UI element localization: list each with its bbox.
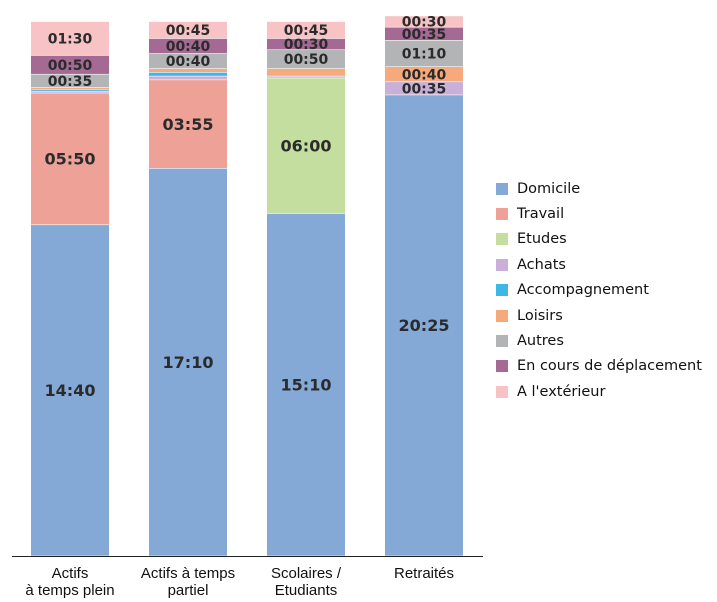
bar-achats-1: [31, 91, 109, 93]
legend-item-en-cours-de-deplacement: En cours de déplacement: [496, 354, 702, 379]
legend-swatch: [496, 182, 508, 195]
data-label-domicile-4: 20:25: [399, 316, 450, 335]
legend-label: Accompagnement: [517, 282, 649, 299]
legend-label: Loisirs: [517, 307, 563, 324]
bar-autres-3: [267, 50, 345, 69]
legend-label: Travail: [517, 206, 565, 223]
category-label-4: Retraités: [394, 565, 454, 582]
legend-label: En cours de déplacement: [517, 358, 702, 375]
data-label-en-cours-de-deplacement-4: 00:35: [402, 27, 447, 43]
bar-a-l-exterieur-2: [149, 21, 227, 39]
legend-swatch: [496, 309, 508, 322]
bar-loisirs-1: [31, 87, 109, 89]
legend-item-loisirs: Loisirs: [496, 303, 702, 328]
category-label-3: Scolaires / Etudiants: [271, 565, 342, 599]
bar-loisirs-4: [385, 66, 463, 82]
bar-autres-4: [385, 40, 463, 67]
bar-domicile-1: [31, 225, 109, 556]
category-label-2: Actifs à temps partiel: [141, 565, 235, 599]
data-label-autres-4: 01:10: [402, 47, 447, 63]
bar-domicile-2: [149, 168, 227, 556]
data-label-autres-3: 00:50: [284, 52, 329, 68]
bar-loisirs-3: [267, 68, 345, 76]
data-label-a-l-exterieur-3: 00:45: [284, 23, 329, 39]
data-label-autres-1: 00:35: [48, 74, 93, 90]
legend-swatch: [496, 385, 508, 398]
bar-domicile-3: [267, 213, 345, 556]
category-label-line: Scolaires /: [271, 565, 342, 582]
data-label-travail-1: 05:50: [45, 150, 96, 169]
legend-swatch: [496, 360, 508, 373]
bar-a-l-exterieur-4: [385, 16, 463, 27]
category-label-line: partiel: [168, 582, 209, 599]
bar-a-l-exterieur-1: [31, 21, 109, 56]
bar-en-cours-de-deplacement-3: [267, 38, 345, 50]
data-label-achats-4: 00:35: [402, 81, 447, 97]
bar-travail-2: [149, 80, 227, 169]
bar-accompagnement-2: [149, 72, 227, 76]
legend-label: A l'extérieur: [517, 383, 606, 400]
legend-item-a-l-exterieur: A l'extérieur: [496, 379, 702, 404]
category-label-line: Actifs à temps: [141, 565, 235, 582]
data-label-autres-2: 00:40: [166, 54, 211, 70]
data-label-loisirs-4: 00:40: [402, 67, 447, 83]
data-label-etudes-3: 06:00: [281, 136, 332, 155]
data-label-domicile-1: 14:40: [45, 381, 96, 400]
data-label-domicile-2: 17:10: [163, 353, 214, 372]
legend: Domicile Travail Etudes Achats Accompagnemen…: [496, 176, 702, 405]
bar-autres-2: [149, 53, 227, 69]
data-label-travail-2: 03:55: [163, 115, 214, 134]
legend-item-achats: Achats: [496, 252, 702, 277]
data-label-en-cours-de-deplacement-1: 00:50: [48, 58, 93, 74]
legend-label: Achats: [517, 256, 566, 273]
legend-swatch: [496, 284, 508, 297]
legend-swatch: [496, 335, 508, 348]
bar-accompagnement-1: [31, 89, 109, 91]
legend-item-autres: Autres: [496, 328, 702, 353]
legend-swatch: [496, 233, 508, 246]
legend-label: Autres: [517, 333, 564, 350]
data-label-domicile-3: 15:10: [281, 376, 332, 395]
data-label-a-l-exterieur-1: 01:30: [48, 32, 93, 48]
data-label-en-cours-de-deplacement-3: 00:30: [284, 37, 329, 53]
bar-a-l-exterieur-3: [267, 21, 345, 39]
category-label-line: Actifs: [52, 565, 89, 582]
data-label-a-l-exterieur-4: 00:30: [402, 15, 447, 31]
bar-achats-2: [149, 76, 227, 80]
legend-swatch: [496, 208, 508, 221]
bars-layer: 14:4005:5000:3500:5001:3017:1003:5500:40…: [31, 15, 463, 556]
category-label-line: à temps plein: [25, 582, 114, 599]
legend-swatch: [496, 258, 508, 271]
bar-domicile-4: [385, 95, 463, 556]
bar-loisirs-2: [149, 68, 227, 73]
legend-item-domicile: Domicile: [496, 176, 702, 201]
bar-en-cours-de-deplacement-4: [385, 27, 463, 41]
category-label-1: Actifs à temps plein: [25, 565, 114, 599]
bar-en-cours-de-deplacement-2: [149, 38, 227, 54]
data-label-en-cours-de-deplacement-2: 00:40: [166, 39, 211, 55]
bar-autres-1: [31, 74, 109, 88]
legend-item-accompagnement: Accompagnement: [496, 278, 702, 303]
bar-en-cours-de-deplacement-1: [31, 55, 109, 74]
bar-travail-1: [31, 93, 109, 225]
category-labels: Actifs à temps plein Actifs à temps partiel…: [25, 565, 454, 599]
data-label-a-l-exterieur-2: 00:45: [166, 23, 211, 39]
legend-item-etudes: Etudes: [496, 227, 702, 252]
category-label-line: Etudiants: [275, 582, 338, 599]
legend-label: Domicile: [517, 180, 581, 197]
bar-etudes-3: [267, 78, 345, 214]
legend-item-travail: Travail: [496, 201, 702, 226]
bar-achats-3: [267, 76, 345, 78]
bar-achats-4: [385, 82, 463, 95]
category-label-line: Retraités: [394, 565, 454, 582]
legend-label: Etudes: [517, 231, 567, 248]
